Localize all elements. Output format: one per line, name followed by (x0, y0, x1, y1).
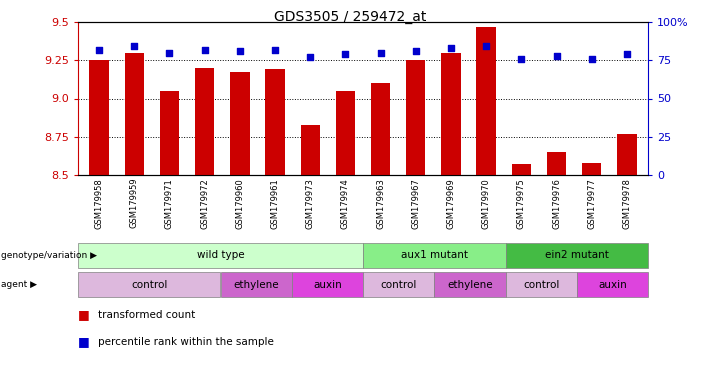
Text: genotype/variation ▶: genotype/variation ▶ (1, 251, 97, 260)
Point (621, 51, 632, 57)
Point (269, 46, 280, 53)
Bar (582, 163, 601, 175)
Text: aux1 mutant: aux1 mutant (401, 250, 468, 260)
Point (516, 56, 527, 62)
Text: ethylene: ethylene (447, 280, 493, 290)
Bar (195, 68, 215, 175)
Point (586, 56, 597, 62)
Bar (371, 83, 390, 175)
Text: ein2 mutant: ein2 mutant (545, 250, 608, 260)
Point (481, 43, 492, 50)
Point (445, 45, 456, 51)
Text: auxin: auxin (598, 280, 627, 290)
Bar (477, 26, 496, 175)
Bar (547, 152, 566, 175)
Text: agent ▶: agent ▶ (1, 280, 37, 289)
Text: control: control (131, 280, 168, 290)
Bar (125, 53, 144, 175)
Bar (230, 73, 250, 175)
Bar (90, 60, 109, 175)
Bar (160, 91, 179, 175)
Bar (442, 53, 461, 175)
Bar (266, 70, 285, 175)
Bar (617, 134, 637, 175)
Point (340, 51, 351, 57)
Point (93, 46, 104, 53)
Point (375, 50, 386, 56)
Text: ■: ■ (78, 335, 90, 348)
Bar (336, 91, 355, 175)
Text: control: control (523, 280, 559, 290)
Point (551, 53, 562, 59)
Text: percentile rank within the sample: percentile rank within the sample (97, 337, 273, 347)
Text: GDS3505 / 259472_at: GDS3505 / 259472_at (274, 10, 427, 23)
Text: ■: ■ (78, 308, 90, 321)
Point (305, 54, 316, 60)
Point (199, 46, 210, 53)
Bar (301, 124, 320, 175)
Text: wild type: wild type (197, 250, 245, 260)
Point (164, 50, 175, 56)
Point (410, 48, 421, 54)
Point (234, 48, 245, 54)
Text: control: control (381, 280, 417, 290)
Bar (406, 60, 426, 175)
Point (129, 43, 140, 50)
Text: ethylene: ethylene (233, 280, 279, 290)
Bar (512, 164, 531, 175)
Text: auxin: auxin (313, 280, 342, 290)
Text: transformed count: transformed count (97, 310, 195, 320)
